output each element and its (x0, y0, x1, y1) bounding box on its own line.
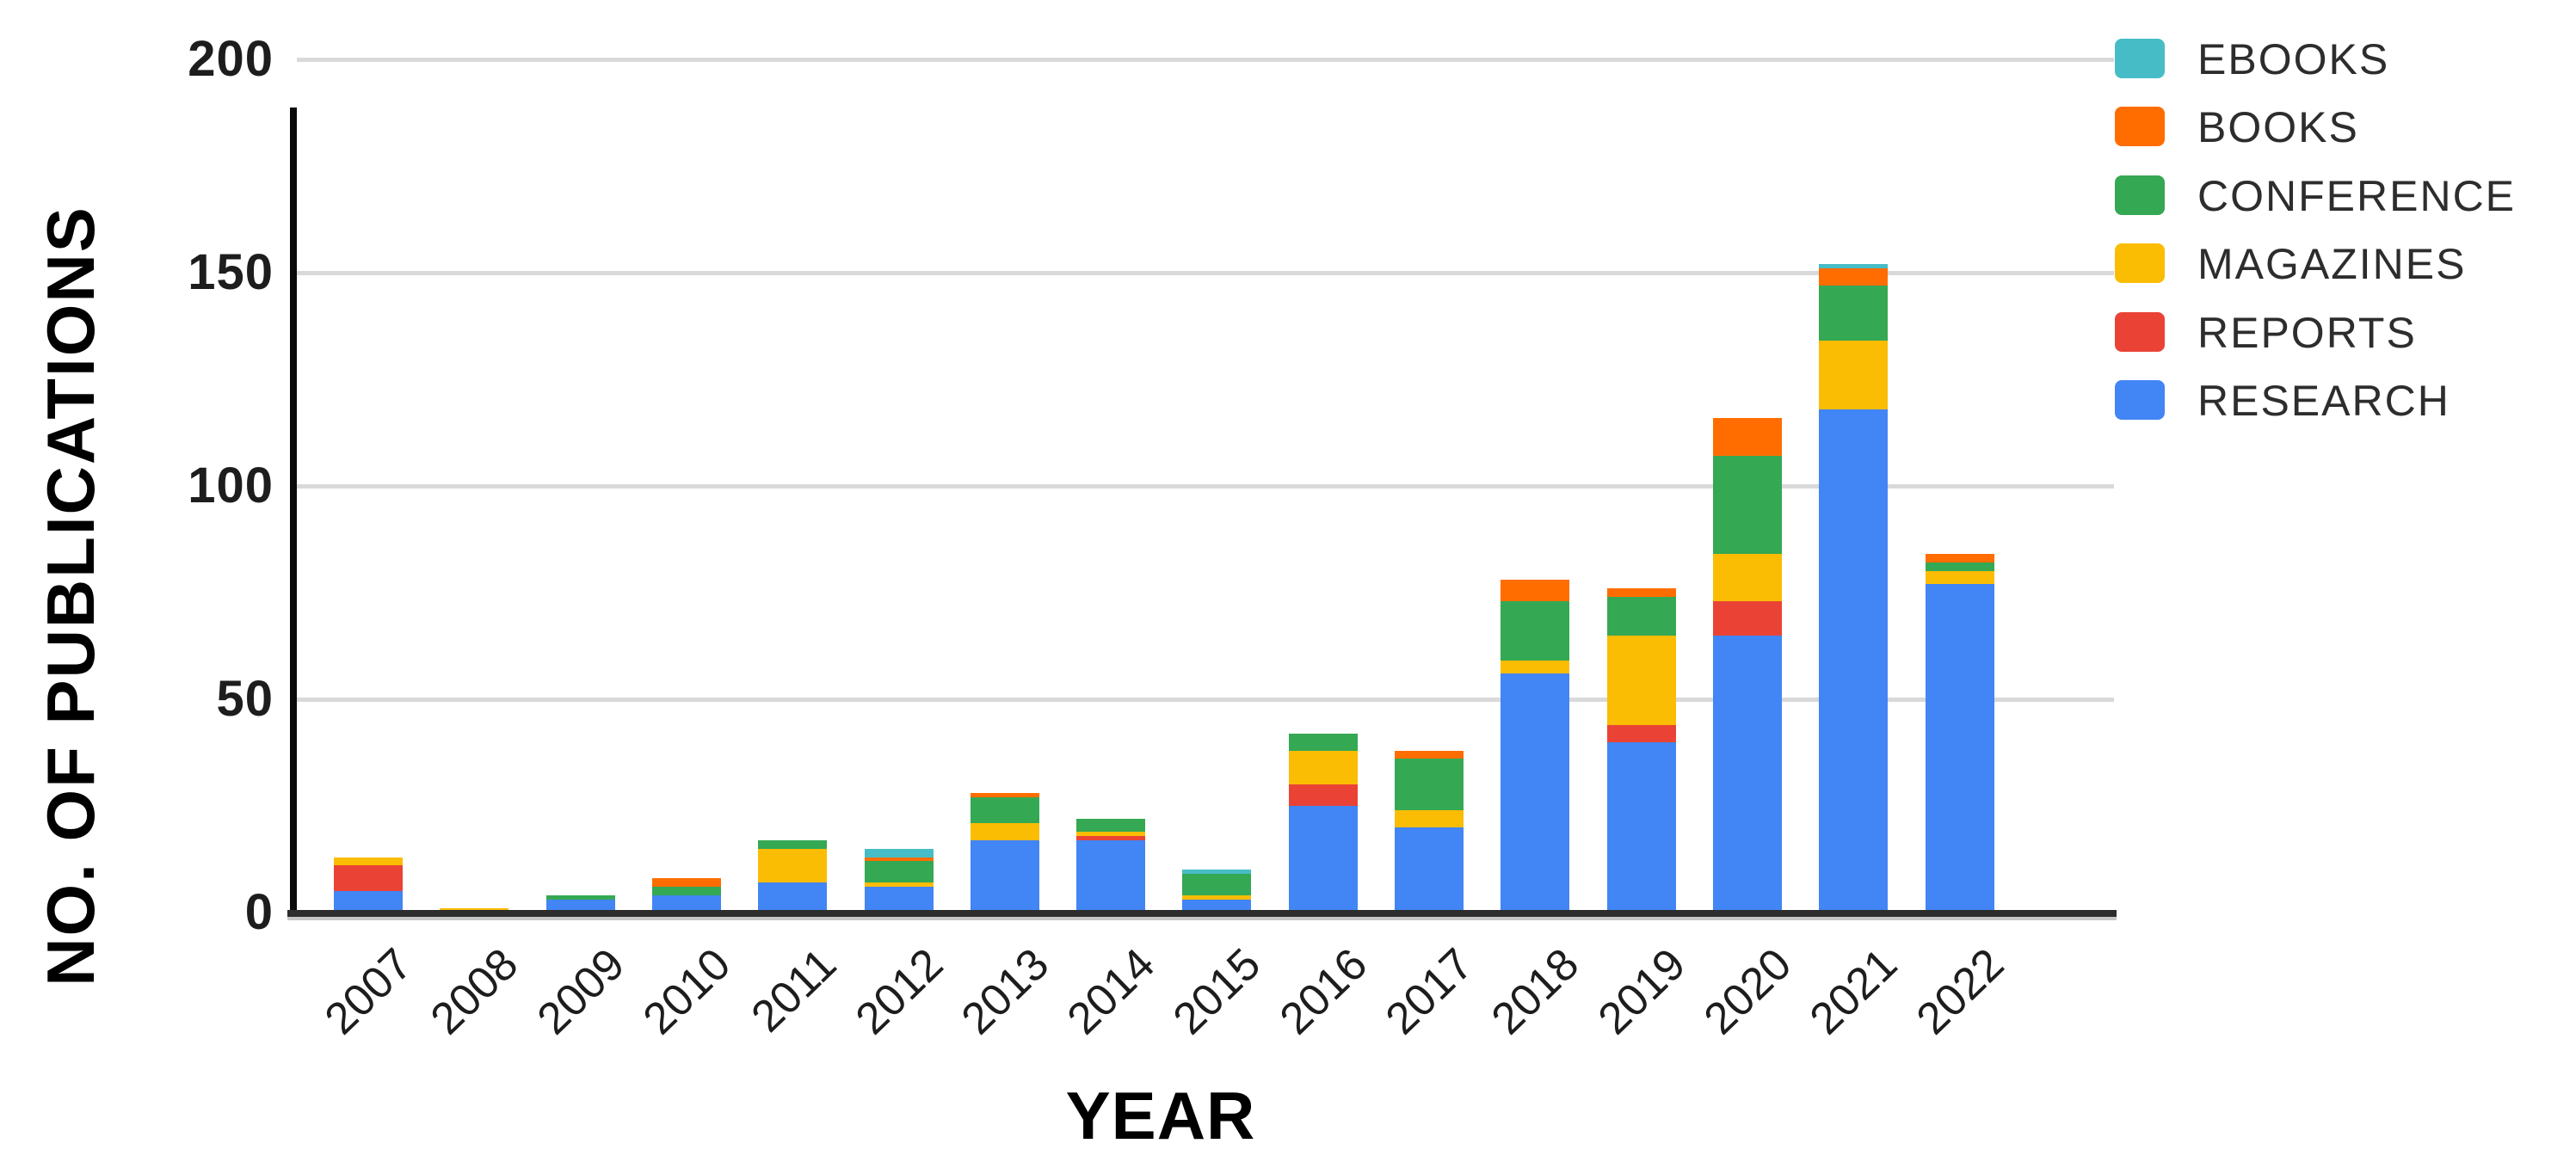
legend-row-conference: CONFERENCE (2108, 171, 2573, 220)
bar-segment-2017-research (1395, 827, 1464, 913)
legend-row-research: RESEARCH (2108, 377, 2573, 425)
legend-label-research: RESEARCH (2197, 377, 2450, 425)
bar-segment-2021-magazines (1819, 341, 1889, 409)
gridline-150 (297, 271, 2114, 275)
bar-segment-2010-books (651, 878, 721, 888)
gridline-200 (297, 58, 2114, 62)
legend-row-magazines: MAGAZINES (2108, 240, 2573, 289)
bar-segment-2015-research (1182, 900, 1252, 913)
bar-segment-2019-magazines (1606, 635, 1676, 725)
y-tick-label-100: 100 (188, 458, 274, 513)
legend-label-conference: CONFERENCE (2197, 171, 2517, 220)
gridline-100 (297, 484, 2114, 489)
legend-label-magazines: MAGAZINES (2197, 240, 2467, 289)
bar-segment-2010-research (651, 895, 721, 913)
bar-segment-2016-research (1288, 806, 1358, 913)
bar-segment-2009-research (545, 900, 615, 913)
bar-segment-2012-research (864, 887, 934, 913)
legend-row-ebooks: EBOOKS (2108, 35, 2573, 83)
y-axis-line (290, 108, 297, 917)
legend-label-reports: REPORTS (2197, 308, 2417, 357)
bar-segment-2012-books (864, 857, 934, 862)
bar-segment-2013-magazines (970, 822, 1039, 840)
bar-segment-2011-magazines (758, 848, 828, 883)
bar-segment-2020-magazines (1712, 554, 1782, 601)
bar-segment-2016-reports (1288, 784, 1358, 806)
legend-label-ebooks: EBOOKS (2197, 35, 2390, 83)
bar-segment-2007-magazines (334, 857, 403, 866)
bar-segment-2018-magazines (1501, 661, 1570, 674)
bar-segment-2011-conference (758, 839, 828, 849)
bar-segment-2018-conference (1501, 600, 1570, 661)
bar-segment-2015-ebooks (1182, 870, 1252, 875)
bar-segment-2014-conference (1076, 818, 1146, 832)
x-axis-line (287, 910, 2117, 917)
y-tick-label-0: 0 (244, 884, 274, 940)
bar-segment-2019-research (1606, 741, 1676, 913)
bar-segment-2015-conference (1182, 874, 1252, 896)
bar-segment-2019-conference (1606, 596, 1676, 636)
x-axis-line-shadow (287, 917, 2117, 920)
bar-segment-2009-conference (545, 895, 615, 901)
bar-segment-2016-conference (1288, 733, 1358, 751)
bar-segment-2021-books (1819, 268, 1889, 286)
x-axis-title: YEAR (1065, 1078, 1256, 1153)
y-axis-title: NO. OF PUBLICATIONS (33, 206, 108, 987)
bar-segment-2019-books (1606, 588, 1676, 597)
bar-segment-2017-magazines (1395, 809, 1464, 827)
y-tick-label-150: 150 (188, 244, 274, 300)
y-tick-label-50: 50 (216, 671, 274, 727)
bar-segment-2022-magazines (1925, 571, 1994, 585)
bar-segment-2011-research (758, 882, 828, 913)
gridline-50 (297, 698, 2114, 702)
bar-segment-2013-books (970, 793, 1039, 798)
bar-segment-2020-research (1712, 635, 1782, 913)
legend-swatch-magazines (2115, 243, 2165, 284)
bar-segment-2007-research (334, 891, 403, 913)
bar-segment-2018-research (1501, 673, 1570, 913)
bar-segment-2019-reports (1606, 724, 1676, 742)
legend-swatch-conference (2115, 175, 2165, 215)
bar-segment-2022-books (1925, 554, 1994, 563)
bar-segment-2014-research (1076, 839, 1146, 913)
legend-row-reports: REPORTS (2108, 308, 2573, 357)
bar-segment-2018-books (1501, 580, 1570, 601)
bar-segment-2020-books (1712, 417, 1782, 457)
bar-segment-2017-conference (1395, 759, 1464, 810)
bar-segment-2021-ebooks (1819, 264, 1889, 269)
bar-segment-2010-conference (651, 887, 721, 896)
bar-segment-2012-conference (864, 861, 934, 883)
bar-segment-2022-research (1925, 584, 1994, 913)
bar-segment-2016-magazines (1288, 750, 1358, 785)
bar-segment-2013-research (970, 839, 1039, 913)
bar-segment-2022-conference (1925, 562, 1994, 572)
legend-label-books: BOOKS (2197, 103, 2359, 152)
plot-area (297, 58, 2114, 913)
bar-segment-2021-research (1819, 409, 1889, 913)
bar-segment-2012-magazines (864, 882, 934, 888)
bar-segment-2020-conference (1712, 456, 1782, 555)
bar-segment-2014-magazines (1076, 831, 1146, 836)
bar-segment-2020-reports (1712, 600, 1782, 636)
legend-swatch-books (2115, 107, 2165, 147)
bar-segment-2017-books (1395, 750, 1464, 759)
bar-segment-2012-ebooks (864, 848, 934, 858)
legend-swatch-ebooks (2115, 39, 2165, 78)
bar-segment-2021-conference (1819, 285, 1889, 341)
legend-row-books: BOOKS (2108, 103, 2573, 152)
bar-segment-2014-reports (1076, 835, 1146, 840)
y-tick-label-200: 200 (188, 31, 274, 87)
bar-segment-2007-reports (334, 865, 403, 892)
legend-swatch-reports (2115, 311, 2165, 352)
legend-swatch-research (2115, 380, 2165, 420)
bar-segment-2015-magazines (1182, 895, 1252, 901)
bar-segment-2013-conference (970, 797, 1039, 823)
